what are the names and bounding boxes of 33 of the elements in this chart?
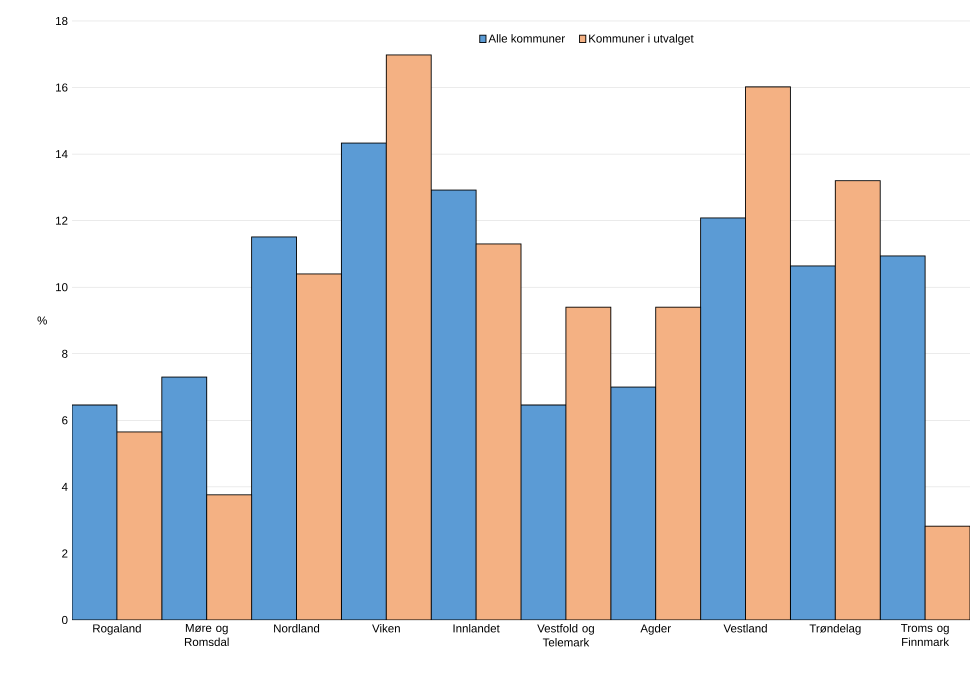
y-axis-title: % — [38, 316, 47, 324]
x-tick-label: Vestfold og Telemark — [537, 624, 594, 646]
x-tick-label: Viken — [372, 624, 400, 632]
y-tick-label: 16 — [56, 83, 68, 92]
x-tick-label: Nordland — [274, 624, 320, 632]
y-tick-label: 14 — [56, 150, 68, 158]
y-tick-label: 18 — [56, 16, 68, 26]
x-tick-label: Troms og Finnmark — [900, 624, 950, 646]
bar — [251, 236, 297, 620]
x-tick-label: Møre og Romsdal — [184, 624, 229, 646]
x-tick-label: Innlandet — [454, 624, 500, 632]
x-tick-label: Rogaland — [93, 624, 141, 635]
bar — [161, 376, 208, 620]
y-tick-label: 6 — [62, 416, 68, 424]
bar — [520, 404, 566, 620]
bar — [700, 218, 746, 620]
legend-label: Alle kommuner — [488, 34, 565, 43]
bar — [790, 265, 836, 620]
y-tick-label: 10 — [56, 283, 68, 292]
x-tick-label: Vestland — [724, 624, 767, 632]
y-tick-label: 8 — [62, 350, 68, 358]
y-tick-label: 0 — [62, 616, 68, 624]
bar — [880, 255, 926, 620]
bar — [610, 386, 656, 620]
y-tick-label: 12 — [56, 216, 68, 225]
legend-label: Kommuner i utvalget — [589, 34, 694, 45]
x-tick-label: Agder — [640, 624, 671, 635]
y-tick-label: 4 — [62, 482, 68, 491]
x-tick-label: Trøndelag — [810, 624, 861, 635]
y-tick-label: 2 — [62, 549, 68, 558]
bar — [430, 190, 477, 620]
bar — [72, 404, 118, 620]
bar — [340, 142, 387, 620]
